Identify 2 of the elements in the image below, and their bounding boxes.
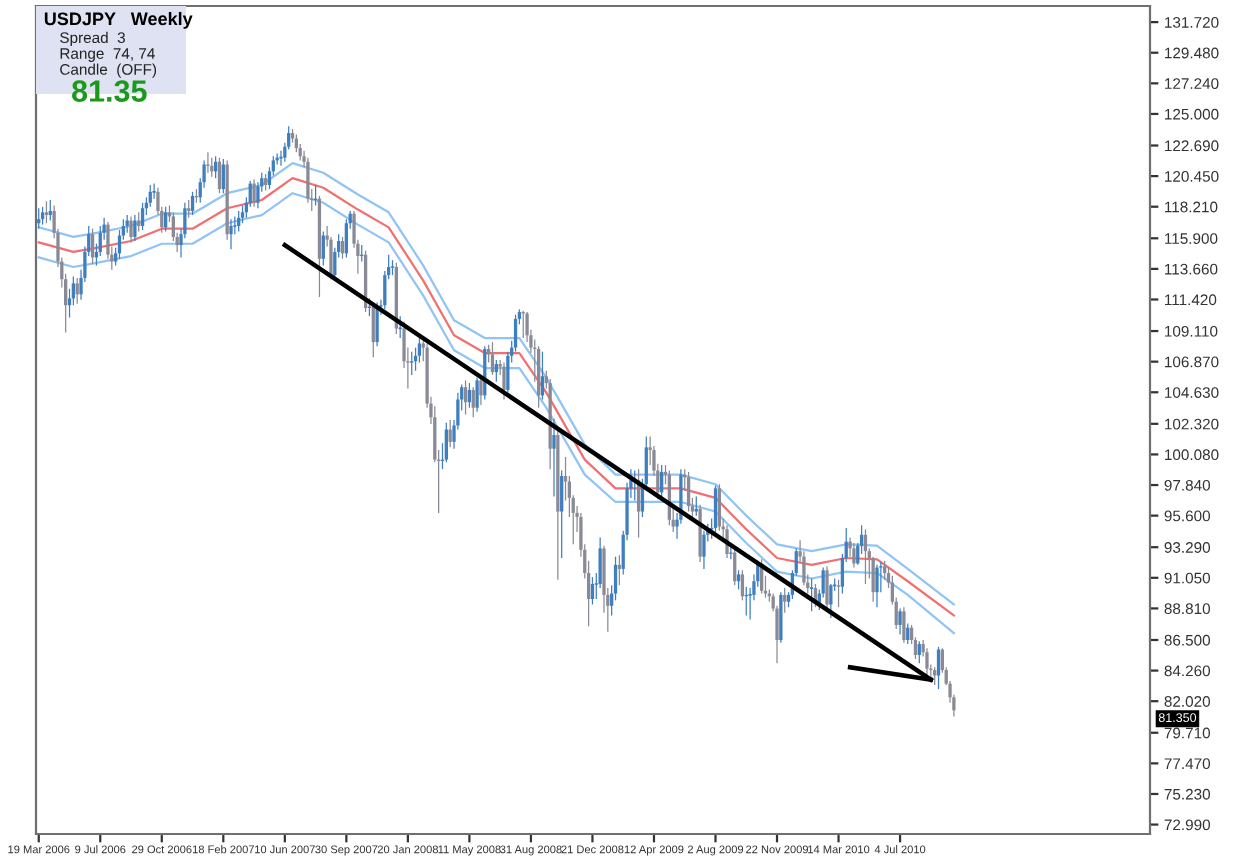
annotation: 81.35 xyxy=(72,80,147,102)
chart-title: USDJPY Weekly xyxy=(44,11,193,29)
